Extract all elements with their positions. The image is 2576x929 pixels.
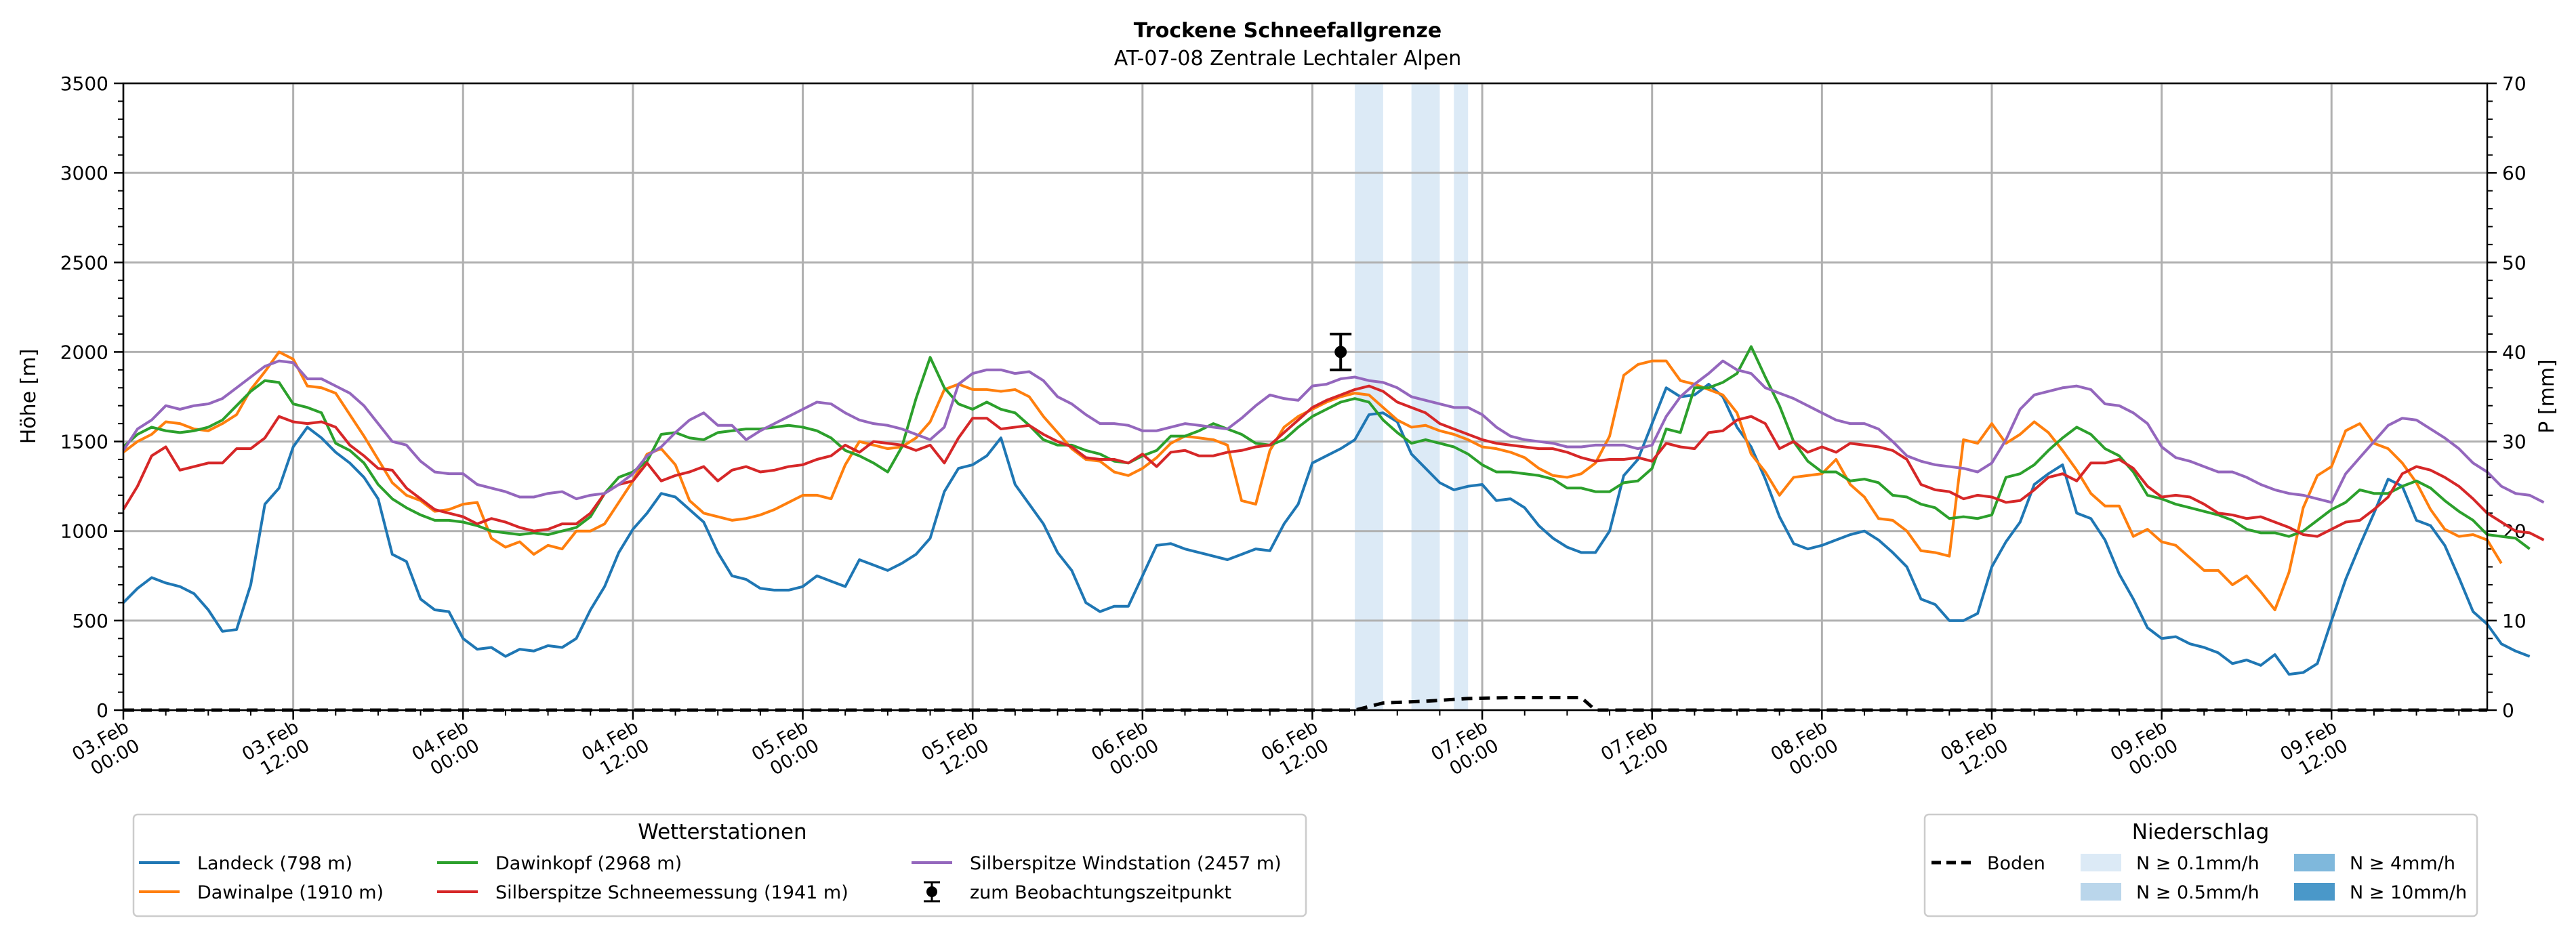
legend-label: Dawinalpe (1910 m)	[197, 882, 384, 903]
y-tick-label: 3500	[60, 73, 108, 95]
y2-tick-label: 30	[2502, 431, 2527, 453]
y-tick-label: 2000	[60, 341, 108, 363]
legend-label: Landeck (798 m)	[197, 853, 352, 874]
legend-label: Dawinkopf (2968 m)	[495, 853, 682, 874]
y2-tick-label: 10	[2502, 610, 2527, 632]
legend-stations: Wetterstationen Landeck (798 m) Dawinalpe …	[132, 813, 1307, 917]
legend-label: Silberspitze Windstation (2457 m)	[970, 853, 1282, 874]
y2-tick-label: 0	[2502, 699, 2514, 722]
y2-tick-label: 70	[2502, 73, 2527, 95]
legend-swatch	[2294, 883, 2335, 901]
y-tick-label: 1500	[60, 431, 108, 453]
plot-frame	[122, 82, 2489, 711]
legend-swatch	[2081, 854, 2121, 871]
series-line	[122, 384, 2545, 541]
series-line	[122, 359, 2545, 504]
legend-label: N ≥ 4mm/h	[2350, 853, 2455, 874]
legend-swatch	[2294, 854, 2335, 871]
legend-precip: Niederschlag Boden N ≥ 0.1mm/h N ≥ 0.5mm/h N…	[1923, 813, 2478, 917]
legend-precip-box	[1923, 813, 2478, 917]
y-tick-label: 0	[96, 699, 108, 722]
observation-point	[1334, 346, 1347, 358]
legend-label: N ≥ 0.5mm/h	[2136, 882, 2260, 903]
y-tick-label: 3000	[60, 162, 108, 184]
legend-stations-title: Wetterstationen	[638, 820, 806, 844]
y2-tick-label: 50	[2502, 251, 2527, 274]
legend-label: N ≥ 10mm/h	[2350, 882, 2467, 903]
y-tick-label: 1000	[60, 520, 108, 543]
chart-subtitle: AT-07-08 Zentrale Lechtaler Alpen	[1114, 47, 1461, 70]
legend-observation-point	[926, 886, 937, 897]
legend-precip-title: Niederschlag	[2132, 820, 2270, 844]
y2-axis-label: P [mm]	[2535, 359, 2559, 433]
legend-stations-box	[132, 813, 1307, 917]
y2-tick-label: 40	[2502, 341, 2527, 363]
legend-label: Silberspitze Schneemessung (1941 m)	[495, 882, 849, 903]
y-tick-label: 2500	[60, 251, 108, 274]
boden-line	[123, 696, 2487, 712]
legend-swatch	[2081, 883, 2121, 901]
y-axis-label: Höhe [m]	[17, 349, 41, 445]
y-tick-label: 500	[73, 610, 108, 632]
precip-band	[1454, 83, 1469, 710]
plot-area: 0500100015002000250030003500010203040506…	[60, 73, 2545, 780]
legend-label: N ≥ 0.1mm/h	[2136, 853, 2260, 874]
legend-label: zum Beobachtungszeitpunkt	[970, 882, 1231, 903]
y2-tick-label: 60	[2502, 162, 2527, 184]
series-line	[122, 383, 2531, 676]
legend-label: Boden	[1987, 853, 2045, 874]
chart-title: Trockene Schneefallgrenze	[1134, 19, 1442, 43]
